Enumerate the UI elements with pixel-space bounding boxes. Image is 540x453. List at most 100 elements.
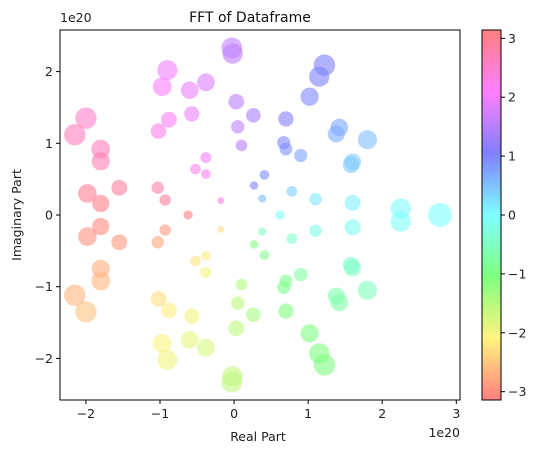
scatter-point-92 bbox=[64, 284, 86, 307]
scatter-point-15 bbox=[357, 280, 377, 300]
colorbar-tick-label: 1 bbox=[508, 149, 516, 164]
scatter-point-91 bbox=[64, 123, 86, 146]
scatter-point-63 bbox=[184, 308, 200, 324]
scatter-point-54 bbox=[200, 152, 212, 164]
scatter-point-71 bbox=[160, 302, 177, 319]
scatter-point-65 bbox=[180, 331, 199, 349]
scatter-point-80 bbox=[111, 234, 128, 251]
plot-area bbox=[59, 29, 461, 401]
scatter-point-73 bbox=[150, 291, 167, 307]
x-axis-label: Real Part bbox=[230, 429, 286, 444]
scatter-point-36 bbox=[249, 181, 259, 190]
scatter-point-45 bbox=[231, 296, 245, 310]
scatter-point-82 bbox=[78, 227, 97, 246]
y-tick-label: 2 bbox=[45, 64, 53, 79]
y-tick-label: 1 bbox=[45, 136, 53, 151]
scatter-point-81 bbox=[78, 184, 97, 203]
y-axis-ticks: −2 −1 0 1 2 bbox=[35, 64, 60, 366]
x-tick-label: 3 bbox=[452, 406, 460, 421]
scatter-point-14 bbox=[357, 130, 377, 150]
scatter-point-33 bbox=[313, 354, 336, 376]
x-tick-label: 1 bbox=[304, 406, 312, 421]
scatter-point-74 bbox=[183, 210, 193, 220]
colorbar-tick-label: 3 bbox=[508, 31, 516, 46]
scatter-point-27 bbox=[278, 303, 294, 319]
y-offset-text: 1e20 bbox=[60, 10, 92, 25]
scatter-point-70 bbox=[160, 111, 177, 128]
scatter-point-13 bbox=[344, 259, 362, 277]
scatter-point-59 bbox=[190, 255, 201, 267]
scatter-point-75 bbox=[159, 194, 171, 206]
scatter-point-25 bbox=[277, 280, 291, 295]
colorbar: −3 −2 −1 0 1 2 3 bbox=[481, 29, 526, 401]
scatter-point-76 bbox=[159, 224, 171, 236]
scatter-point-6 bbox=[309, 224, 322, 238]
x-tick-label: −1 bbox=[151, 406, 169, 421]
colorbar-tick-label: −3 bbox=[508, 384, 526, 399]
scatter-point-24 bbox=[277, 135, 291, 150]
scatter-point-88 bbox=[91, 271, 111, 291]
x-axis-ticks: −2 −1 0 1 2 3 bbox=[77, 400, 460, 421]
scatter-point-79 bbox=[111, 179, 128, 196]
scatter-point-87 bbox=[91, 139, 111, 159]
scatter-point-62 bbox=[184, 106, 200, 122]
scatter-point-2 bbox=[390, 211, 411, 232]
scatter-point-37 bbox=[249, 240, 259, 249]
scatter-point-61 bbox=[197, 338, 215, 357]
scatter-point-89 bbox=[75, 107, 97, 129]
scatter-point-5 bbox=[309, 192, 322, 206]
scatter-point-18 bbox=[327, 125, 345, 143]
scatter-point-8 bbox=[286, 185, 298, 197]
scatter-point-77 bbox=[151, 181, 165, 194]
scatter-point-26 bbox=[278, 111, 294, 127]
y-tick-label: −1 bbox=[35, 279, 53, 294]
scatter-point-20 bbox=[294, 148, 308, 163]
scatter-point-64 bbox=[180, 81, 199, 99]
scatter-point-35 bbox=[259, 250, 270, 261]
scatter-point-47 bbox=[228, 320, 245, 337]
scatter-point-52 bbox=[217, 197, 225, 205]
colorbar-tick-label: 2 bbox=[508, 90, 516, 105]
y-tick-label: 0 bbox=[45, 208, 53, 223]
scatter-point-78 bbox=[151, 236, 165, 249]
scatter-point-68 bbox=[152, 77, 172, 97]
colorbar-tick-label: −1 bbox=[508, 266, 526, 281]
scatter-point-50 bbox=[221, 37, 243, 59]
scatter-point-56 bbox=[201, 169, 211, 179]
scatter-point-51 bbox=[221, 371, 243, 393]
x-tick-label: 0 bbox=[230, 406, 238, 421]
scatter-point-21 bbox=[294, 267, 308, 282]
scatter-point-40 bbox=[246, 108, 261, 123]
colorbar-tick-label: 0 bbox=[508, 208, 516, 223]
scatter-point-66 bbox=[157, 60, 178, 81]
scatter-point-7 bbox=[275, 210, 285, 220]
scatter-point-19 bbox=[327, 287, 345, 305]
scatter-point-57 bbox=[201, 251, 211, 261]
scatter-point-72 bbox=[150, 123, 167, 139]
scatter-point-83 bbox=[92, 194, 110, 213]
scatter-point-67 bbox=[157, 349, 178, 370]
scatter-point-84 bbox=[92, 217, 110, 236]
colorbar-gradient bbox=[481, 29, 502, 401]
scatter-point-38 bbox=[258, 194, 267, 203]
x-tick-label: 2 bbox=[378, 406, 386, 421]
scatter-point-3 bbox=[344, 194, 361, 211]
y-tick-label: −2 bbox=[35, 351, 53, 366]
colorbar-tick-label: −2 bbox=[508, 325, 526, 340]
scatter-point-90 bbox=[75, 301, 97, 323]
scatter-point-42 bbox=[235, 139, 248, 152]
scatter-point-39 bbox=[258, 227, 267, 236]
scatter-point-4 bbox=[344, 219, 361, 236]
points-layer bbox=[64, 37, 452, 393]
scatter-point-29 bbox=[300, 324, 319, 343]
scatter-point-55 bbox=[200, 266, 212, 278]
scatter-point-12 bbox=[344, 153, 362, 171]
chart-title: FFT of Dataframe bbox=[189, 10, 311, 26]
scatter-point-28 bbox=[300, 87, 319, 106]
scatter-point-43 bbox=[235, 278, 248, 291]
scatter-point-69 bbox=[152, 333, 172, 353]
scatter-point-34 bbox=[259, 169, 270, 180]
scatter-point-60 bbox=[197, 73, 215, 92]
colorbar-ticks: −3 −2 −1 0 1 2 3 bbox=[501, 31, 526, 399]
